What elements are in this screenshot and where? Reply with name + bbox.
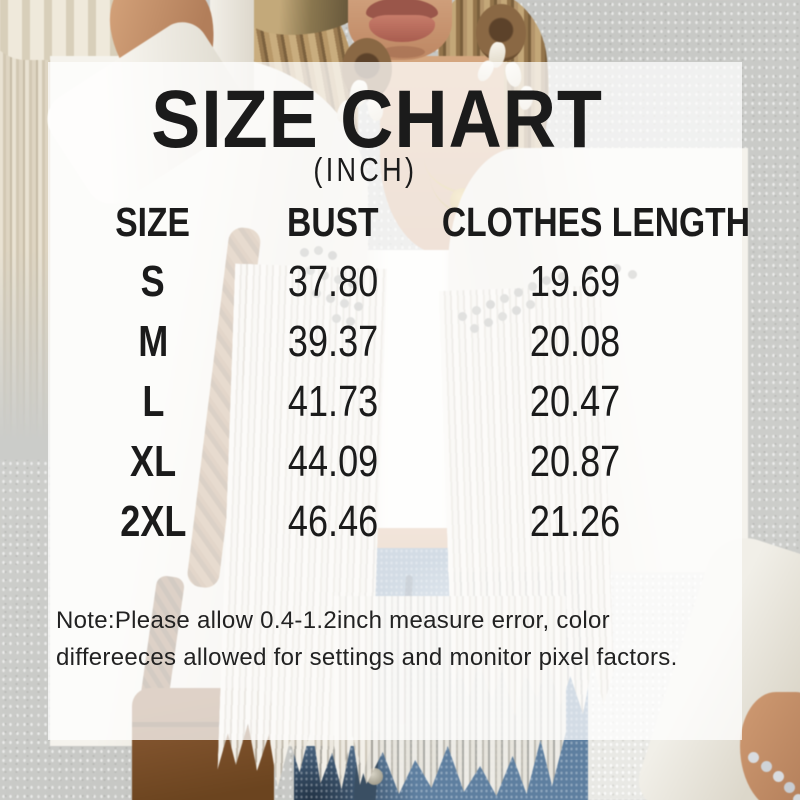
bust-cell: 37.80 — [287, 257, 379, 306]
silver-bead-bracelet — [748, 752, 759, 763]
size-table: SIZE BUST CLOTHES LENGTH S 37.80 19.69 M… — [48, 192, 751, 552]
size-cell: M — [137, 317, 169, 366]
note-line-2: differeeces allowed for settings and mon… — [56, 644, 678, 671]
lower-lip — [369, 15, 435, 42]
chin-shadow — [381, 46, 425, 58]
size-chart-title: SIZE CHART — [151, 74, 603, 165]
bust-cell: 41.73 — [287, 377, 379, 426]
size-cell: S — [140, 257, 166, 306]
size-cell: L — [141, 377, 165, 426]
bust-cell: 44.09 — [287, 437, 379, 486]
length-cell: 19.69 — [529, 257, 621, 306]
column-header-size: SIZE — [115, 198, 191, 245]
length-cell: 20.87 — [529, 437, 621, 486]
note-line-1: Note:Please allow 0.4-1.2inch measure er… — [56, 607, 610, 634]
translucent-white-panel — [48, 62, 742, 740]
size-chart-content: SIZE CHART (INCH) SIZE BUST CLOTHES LENG… — [48, 62, 751, 740]
length-cell: 20.08 — [529, 317, 621, 366]
size-cell: XL — [129, 437, 177, 486]
measure-error-note: Note:Please allow 0.4-1.2inch measure er… — [56, 602, 678, 676]
bust-cell: 46.46 — [287, 497, 379, 546]
column-header-clothes-length: CLOTHES LENGTH — [441, 198, 751, 245]
unit-label: (INCH) — [313, 151, 417, 188]
length-cell: 20.47 — [529, 377, 621, 426]
bust-cell: 39.37 — [287, 317, 379, 366]
size-cell: 2XL — [119, 497, 187, 546]
column-header-bust: BUST — [287, 198, 379, 245]
hand-on-hip — [740, 692, 800, 800]
length-cell: 21.26 — [529, 497, 621, 546]
